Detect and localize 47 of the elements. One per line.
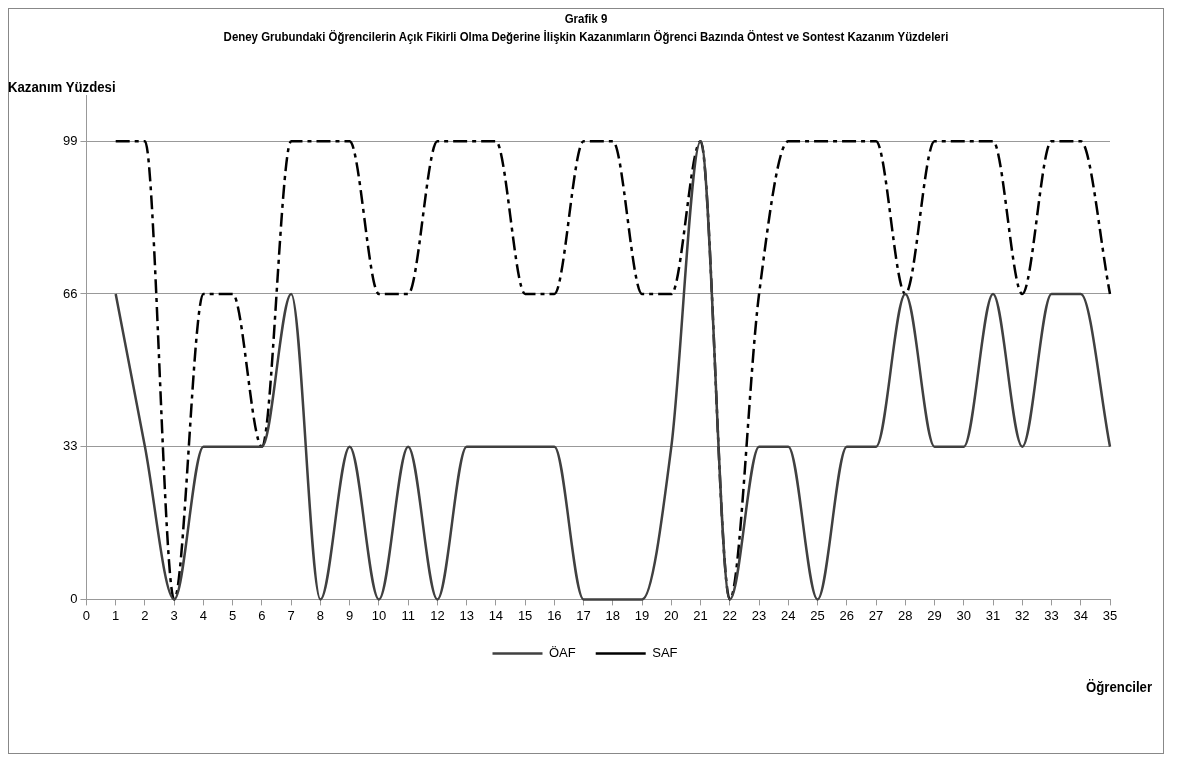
x-tick-label: 34	[1073, 607, 1088, 623]
x-tick-label: 24	[781, 607, 796, 623]
x-tick-label: 35	[1102, 607, 1118, 623]
x-tick-label: 10	[371, 607, 387, 623]
x-tick-label: 12	[430, 607, 445, 623]
x-tick-label: 29	[927, 607, 942, 623]
x-tick-label: 3	[170, 607, 178, 623]
x-tick-label: 16	[547, 607, 562, 623]
legend-label: SAF	[652, 645, 678, 661]
x-tick-label: 22	[722, 607, 738, 623]
y-tick-label: 0	[70, 590, 78, 606]
x-axis-title: Öğrenciler	[1085, 678, 1152, 695]
x-tick-label: 23	[751, 607, 767, 623]
x-tick-label: 26	[839, 607, 855, 623]
y-tick-label: 33	[62, 438, 78, 454]
x-tick-label: 0	[82, 607, 91, 623]
x-tick-label: 4	[199, 607, 208, 623]
x-tick-label: 33	[1044, 607, 1059, 623]
x-tick-label: 30	[956, 607, 972, 623]
x-tick-label: 6	[258, 607, 266, 623]
line-series	[114, 140, 1112, 601]
x-tick-label: 28	[898, 607, 913, 623]
x-tick-label: 25	[810, 607, 825, 623]
y-tick-label: 99	[62, 132, 78, 148]
x-tick-label: 32	[1015, 607, 1030, 623]
x-tick-label: 9	[346, 607, 354, 623]
y-axis-title: Kazanım Yüzdesi	[8, 78, 116, 95]
x-tick-label: 14	[488, 607, 504, 623]
x-tick-label: 20	[664, 607, 679, 623]
x-tick-label: 27	[868, 607, 884, 623]
x-tick-label: 13	[459, 607, 474, 623]
x-tick-label: 7	[287, 607, 295, 623]
x-tick-label: 18	[605, 607, 621, 623]
chart-title: Grafik 9	[563, 10, 609, 28]
chart-subtitle: Deney Grubundaki Öğrencilerin Açık Fikirli Olma Değerine İlişkin Kazanımların Öğrenci Bazında Öntest ve Sontest Kazanım Yüzdeleri	[222, 28, 950, 46]
x-tick-label: 15	[517, 607, 533, 623]
x-tick-label: 1	[112, 607, 120, 623]
x-tick-label: 19	[634, 607, 650, 623]
x-tick-label: 8	[316, 607, 325, 623]
legend-label: ÖAF	[549, 645, 576, 661]
x-tick-label: 2	[141, 607, 149, 623]
x-tick-label: 31	[985, 607, 1001, 623]
x-tick-label: 5	[229, 607, 237, 623]
x-tick-label: 17	[576, 607, 591, 623]
y-tick-label: 66	[62, 285, 78, 301]
x-tick-label: 11	[401, 607, 415, 623]
x-tick-label: 21	[693, 607, 708, 623]
